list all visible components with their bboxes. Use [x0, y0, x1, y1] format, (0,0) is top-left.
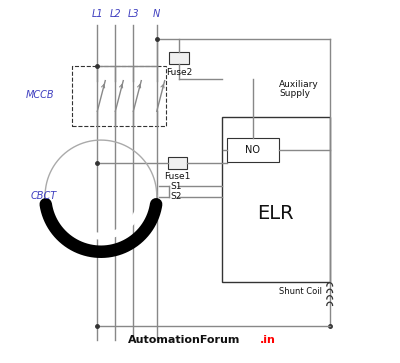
Text: L3: L3 [128, 9, 139, 19]
Text: Auxiliary: Auxiliary [279, 80, 319, 89]
Text: .in: .in [260, 335, 275, 345]
Text: NO: NO [246, 145, 260, 155]
Text: S2: S2 [170, 192, 182, 201]
Text: Fuse1: Fuse1 [164, 172, 190, 181]
Bar [222, 117, 330, 282]
Text: S1: S1 [170, 182, 182, 191]
Text: Fuse2: Fuse2 [166, 68, 192, 77]
Text: Supply: Supply [279, 89, 310, 98]
Bar [169, 52, 189, 64]
Bar [168, 157, 187, 169]
Text: AutomationForum: AutomationForum [128, 335, 240, 345]
Bar [227, 138, 279, 162]
Text: L2: L2 [110, 9, 121, 19]
Text: MCCB: MCCB [26, 90, 54, 100]
Text: CBCT: CBCT [31, 191, 57, 201]
Text: N: N [153, 9, 160, 19]
Bar [72, 66, 166, 126]
Text: L1: L1 [92, 9, 103, 19]
Text: ELR: ELR [257, 204, 294, 223]
Text: Shunt Coil: Shunt Coil [279, 287, 322, 296]
